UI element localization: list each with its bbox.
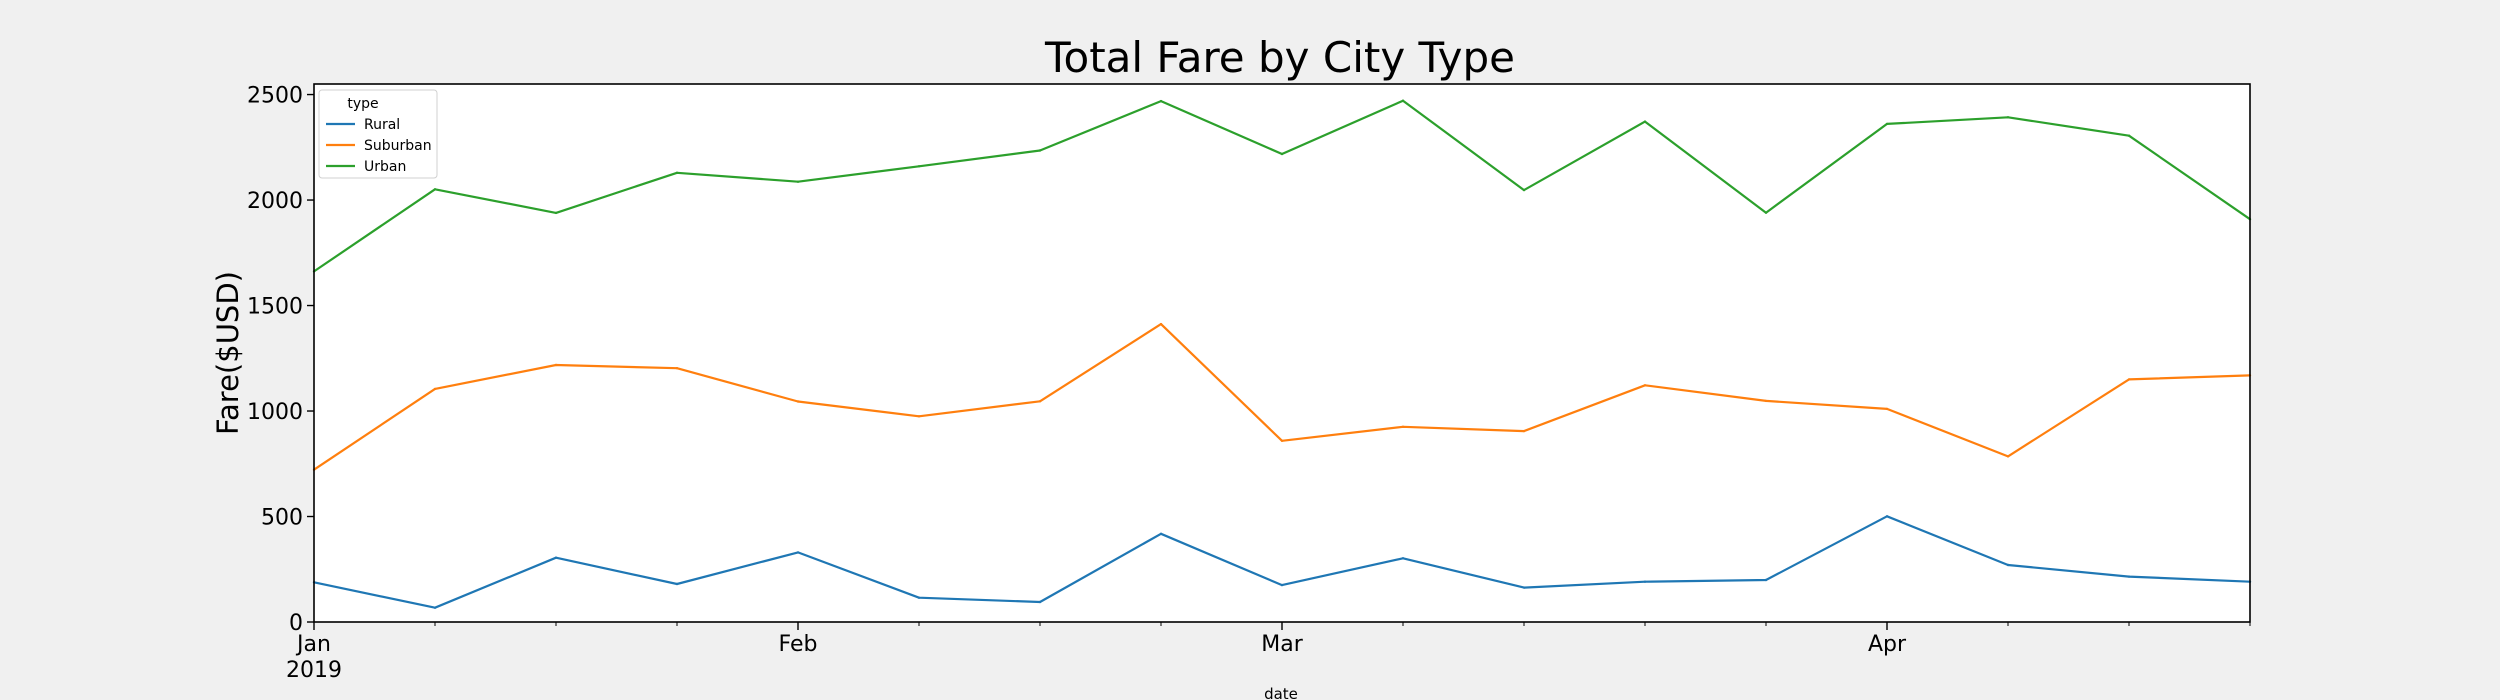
legend: type Rural Suburban Urban [318, 89, 438, 179]
data-point-rural [1280, 583, 1284, 587]
data-point-rural [675, 582, 679, 586]
data-point-suburban [796, 400, 800, 403]
y-tick-label: 1500 [247, 295, 303, 320]
data-point-suburban [1280, 439, 1284, 442]
data-point-rural [1401, 557, 1405, 560]
data-point-urban [917, 165, 921, 168]
data-point-rural [1764, 578, 1768, 582]
legend-label-rural: Rural [364, 117, 400, 133]
data-point-suburban [1401, 425, 1405, 428]
data-point-urban [433, 188, 437, 191]
data-point-urban [2006, 116, 2010, 119]
data-point-urban [1764, 211, 1768, 214]
data-point-rural [433, 606, 437, 609]
y-tick-label: 1000 [247, 400, 303, 425]
data-point-urban [1159, 99, 1163, 103]
data-point-suburban [1764, 399, 1768, 403]
data-point-urban [1522, 188, 1526, 192]
data-point-suburban [2127, 378, 2131, 381]
data-point-suburban [554, 363, 558, 367]
data-point-rural [1885, 515, 1889, 518]
data-point-rural [1522, 586, 1526, 589]
legend-label-suburban: Suburban [364, 138, 432, 154]
data-point-suburban [917, 415, 921, 418]
x-tick-label: Jan [295, 632, 331, 657]
data-point-rural [917, 596, 921, 599]
data-point-rural [2127, 575, 2131, 578]
data-point-suburban [1159, 322, 1163, 326]
data-point-urban [1885, 122, 1889, 126]
data-point-suburban [2006, 455, 2010, 458]
legend-box [318, 89, 438, 179]
y-axis: 0 500 1000 1500 2000 2500 [247, 84, 314, 636]
data-point-urban [1280, 152, 1284, 156]
x-tick-label: Mar [1261, 632, 1303, 657]
series-layer [312, 99, 2252, 609]
data-point-suburban [433, 387, 437, 391]
x-tick-label: Apr [1868, 632, 1907, 657]
x-tick-label: Feb [779, 632, 818, 657]
data-point-rural [796, 551, 800, 554]
plot-area [314, 84, 2250, 622]
y-tick-label: 500 [261, 506, 303, 531]
data-point-suburban [1522, 429, 1526, 433]
data-point-urban [1401, 99, 1405, 102]
data-point-rural [1643, 580, 1647, 583]
data-point-suburban [1038, 400, 1042, 403]
data-point-urban [2127, 134, 2131, 137]
legend-title: type [347, 96, 378, 112]
legend-label-urban: Urban [364, 159, 406, 175]
y-tick-label: 0 [289, 611, 303, 636]
data-point-urban [1038, 149, 1042, 152]
data-point-suburban [1885, 407, 1889, 411]
data-point-rural [1038, 600, 1042, 604]
data-point-suburban [675, 367, 679, 370]
data-point-rural [1159, 532, 1163, 535]
y-tick-label: 2500 [247, 84, 303, 109]
chart-title: Total Fare by City Type [1044, 33, 1515, 82]
data-point-rural [2006, 563, 2010, 567]
data-point-suburban [1643, 384, 1647, 387]
y-tick-label: 2000 [247, 189, 303, 214]
data-point-urban [1643, 120, 1647, 123]
y-axis-label: Fare($USD) [211, 271, 245, 435]
data-point-rural [554, 556, 558, 559]
x-tick-sublabel: 2019 [286, 658, 342, 683]
x-axis-label: date [1264, 685, 1298, 700]
data-point-urban [675, 171, 679, 174]
data-point-urban [554, 211, 558, 215]
data-point-urban [796, 180, 800, 183]
